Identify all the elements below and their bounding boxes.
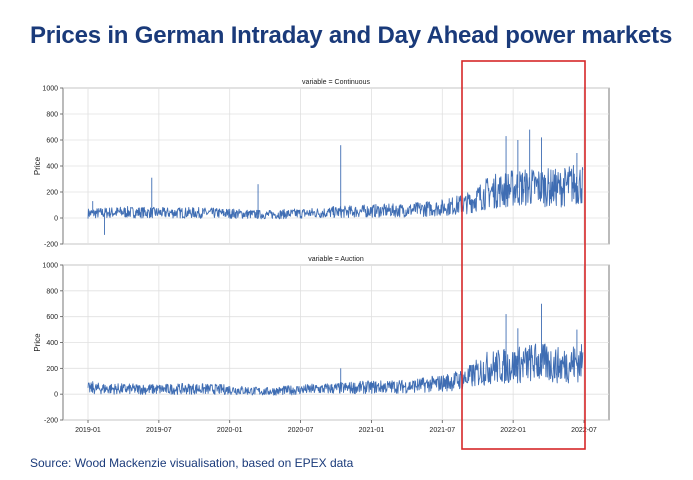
x-tick-label: 2021-01 [359,427,385,434]
y-tick-label: 0 [54,216,58,223]
x-tick-label: 2019-01 [75,427,101,434]
y-tick-label: -200 [44,418,58,425]
y-tick-label: 600 [46,138,58,145]
y-tick-label: -200 [44,242,58,249]
page-title: Prices in German Intraday and Day Ahead … [30,22,673,49]
price-series-line [87,343,584,396]
x-tick-label: 2019-07 [146,427,172,434]
y-tick-label: 400 [46,164,58,171]
highlight-box [461,60,586,450]
y-tick-label: 200 [46,366,58,373]
y-tick-label: 200 [46,190,58,197]
y-tick-label: 0 [54,392,58,399]
x-tick-label: 2022-01 [500,427,526,434]
y-axis-title: Price [33,156,42,175]
y-tick-label: 400 [46,340,58,347]
x-tick-label: 2020-07 [288,427,314,434]
y-tick-label: 600 [46,314,58,321]
x-tick-label: 2021-07 [429,427,455,434]
panel-title: variable = Continuous [302,79,370,86]
x-tick-label: 2020-01 [217,427,243,434]
y-axis-title: Price [33,333,42,352]
panel-title: variable = Auction [308,256,364,263]
price-series-line [87,165,584,220]
source-note: Source: Wood Mackenzie visualisation, ba… [30,456,354,470]
y-tick-label: 1000 [42,86,58,93]
y-tick-label: 800 [46,288,58,295]
y-tick-label: 1000 [42,263,58,270]
x-tick-label: 2022-07 [571,427,597,434]
y-tick-label: 800 [46,112,58,119]
